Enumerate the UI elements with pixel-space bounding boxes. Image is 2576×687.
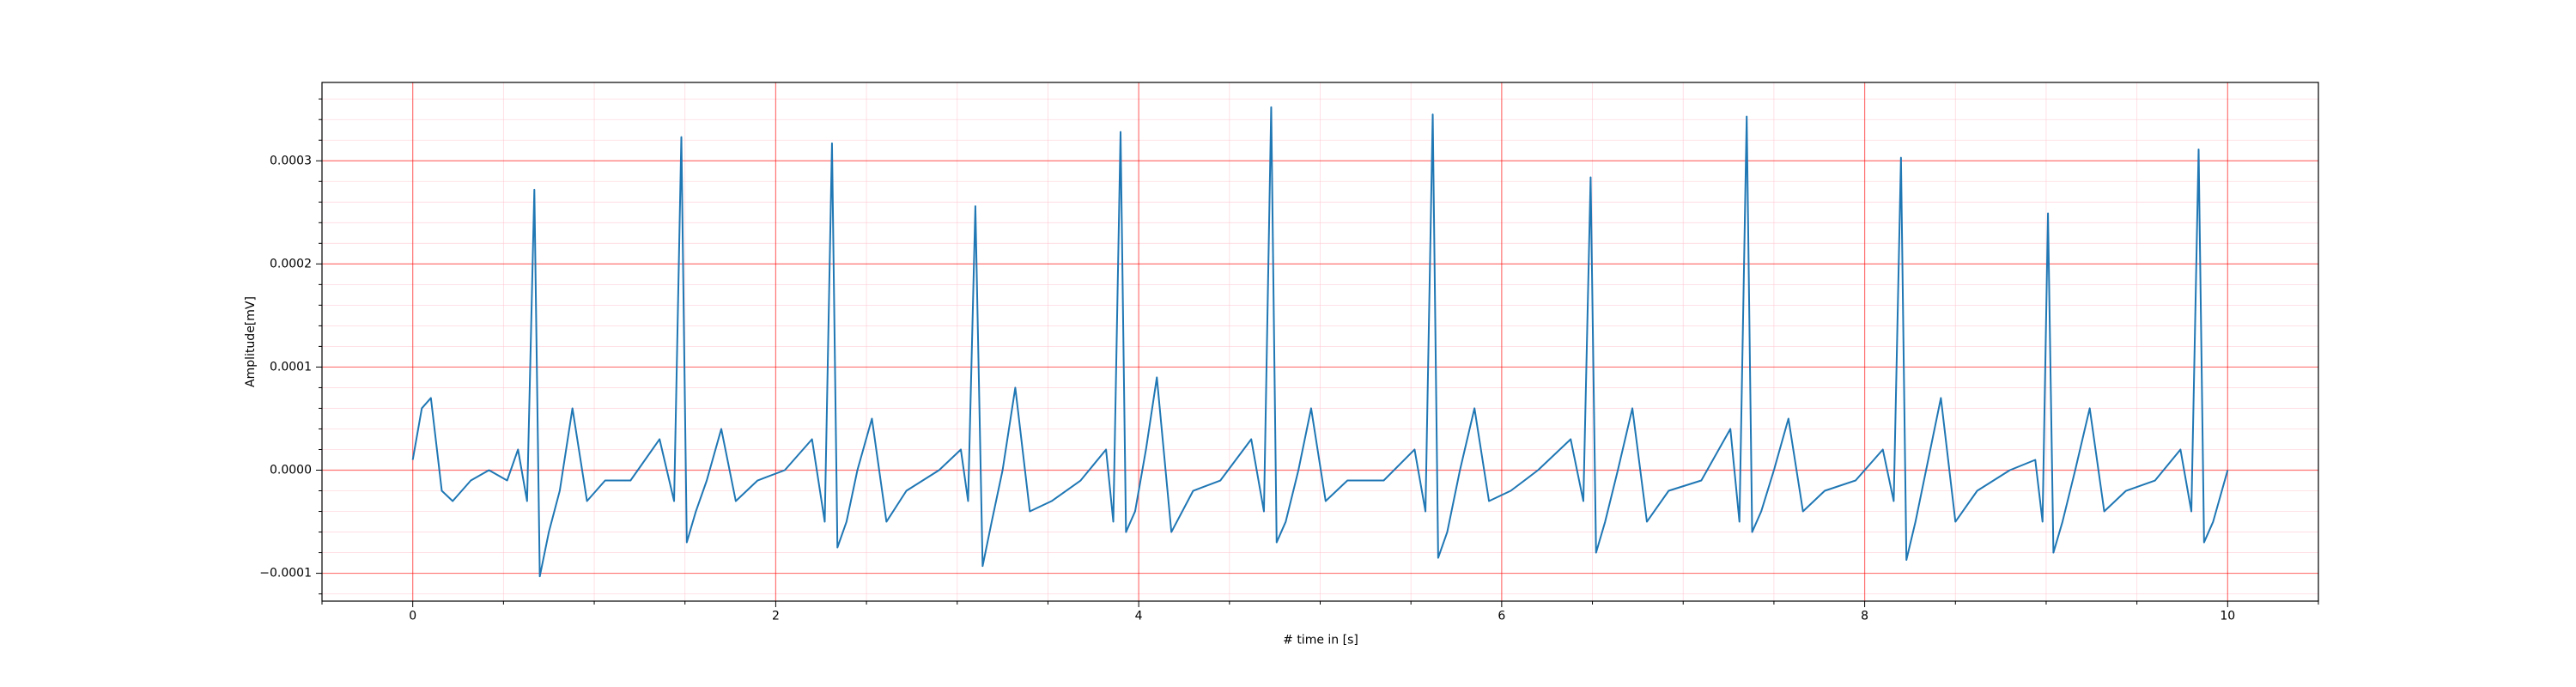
x-tick-label: 2 <box>772 610 780 623</box>
y-tick-label: 0.0003 <box>270 154 312 167</box>
x-tick-label: 4 <box>1135 610 1143 623</box>
x-tick-label: 8 <box>1861 610 1868 623</box>
x-tick-label: 6 <box>1498 610 1505 623</box>
y-tick-label: 0.0000 <box>270 463 312 477</box>
x-axis-label: # time in [s] <box>1283 634 1358 647</box>
plot-frame <box>321 82 2319 602</box>
x-tick-label: 0 <box>409 610 416 623</box>
x-tick-label: 10 <box>2220 610 2235 623</box>
y-tick-label: −0.0001 <box>259 567 312 581</box>
ecg-line <box>411 106 2229 578</box>
y-axis-label: Amplitude[mV] <box>244 296 258 387</box>
y-tick-label: 0.0002 <box>270 257 312 271</box>
y-tick-label: 0.0001 <box>270 360 312 374</box>
